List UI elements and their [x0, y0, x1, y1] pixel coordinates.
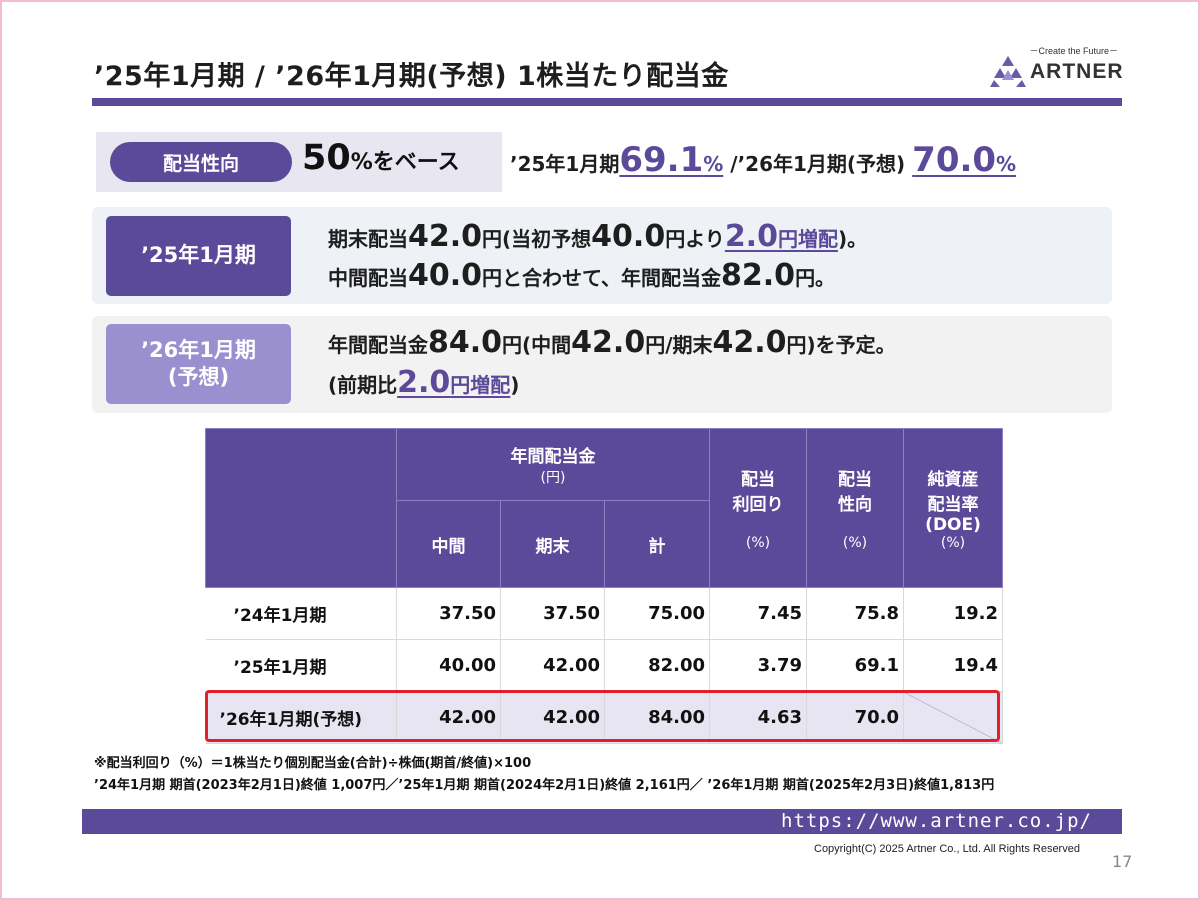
payout-base-suffix: %をベース	[350, 150, 460, 175]
fy26-label: ’26年1月期 (予想)	[106, 324, 291, 404]
fy25-payout-value: 69.1%	[619, 140, 724, 180]
fy25-label: ’25年1月期	[106, 216, 291, 296]
payout-header: 配当 性向 (%)	[806, 428, 905, 588]
forecast-highlight-frame	[205, 690, 1000, 742]
page-title: ’25年1月期 / ’26年1月期(予想) 1株当たり配当金	[94, 61, 729, 92]
payout-separator: /’26年1月期(予想)	[723, 152, 913, 176]
total-header: 計	[603, 500, 711, 588]
artner-logo-icon	[990, 56, 1026, 87]
copyright: Copyright(C) 2025 Artner Co., Ltd. All R…	[814, 843, 1080, 855]
title-divider	[92, 98, 1122, 106]
dividend-table: 年間配当金 (円) 配当 利回り (%) 配当 性向 (%) 純資産 配当率 (DOE) (%…	[205, 428, 1004, 744]
payout-base-number: 50	[302, 138, 351, 178]
payout-ratio-line: ’25年1月期69.1% /’26年1月期(予想) 70.0%	[510, 140, 1016, 180]
fy25-dividend-line2: 中間配当40.0円と合わせて、年間配当金82.0円。	[328, 258, 836, 293]
table-corner	[205, 428, 397, 588]
yield-footnote: ※配当利回り（%）＝1株当たり個別配当金(合計)÷株価(期首/終値)×100	[94, 756, 532, 771]
fy26-payout-value: 70.0%	[912, 140, 1017, 180]
fy26-dividend-line2: (前期比2.0円増配)	[328, 365, 520, 400]
table-row: ’24年1月期 37.50 37.50 75.00 7.45 75.8 19.2	[205, 587, 1004, 640]
price-footnote: ’24年1月期 期首(2023年2月1日)終値 1,007円／’25年1月期 期…	[94, 778, 995, 793]
page-number: 17	[1112, 852, 1133, 871]
doe-header: 純資産 配当率 (DOE) (%)	[903, 428, 1004, 588]
payout-base-text: 50%をベース	[302, 138, 460, 178]
table-row-forecast: ’26年1月期(予想) 42.00 42.00 84.00 4.63 70.0	[205, 691, 1004, 744]
fy26-dividend-line1: 年間配当金84.0円(中間42.0円/期末42.0円)を予定。	[328, 325, 896, 360]
fy25-dividend-line1: 期末配当42.0円(当初予想40.0円より2.0円増配)。	[328, 219, 868, 254]
logo-wordmark: ARTNER	[1030, 60, 1124, 83]
annual-dividend-header: 年間配当金 (円)	[395, 428, 711, 501]
logo-tagline: －Create the Future－	[1029, 46, 1118, 56]
interim-header: 中間	[396, 500, 501, 588]
payout-ratio-label: 配当性向	[110, 142, 292, 182]
table-row: ’25年1月期 40.00 42.00 82.00 3.79 69.1 19.4	[205, 639, 1004, 692]
yield-header: 配当 利回り (%)	[709, 428, 808, 588]
doe-empty-cell	[903, 691, 1004, 744]
website-link[interactable]: https://www.artner.co.jp/	[781, 810, 1092, 832]
yearend-header: 期末	[500, 500, 605, 588]
footer-bar: https://www.artner.co.jp/	[82, 809, 1122, 834]
fy25-prefix: ’25年1月期	[510, 152, 620, 176]
company-logo: －Create the Future－ ARTNER	[990, 44, 1124, 92]
